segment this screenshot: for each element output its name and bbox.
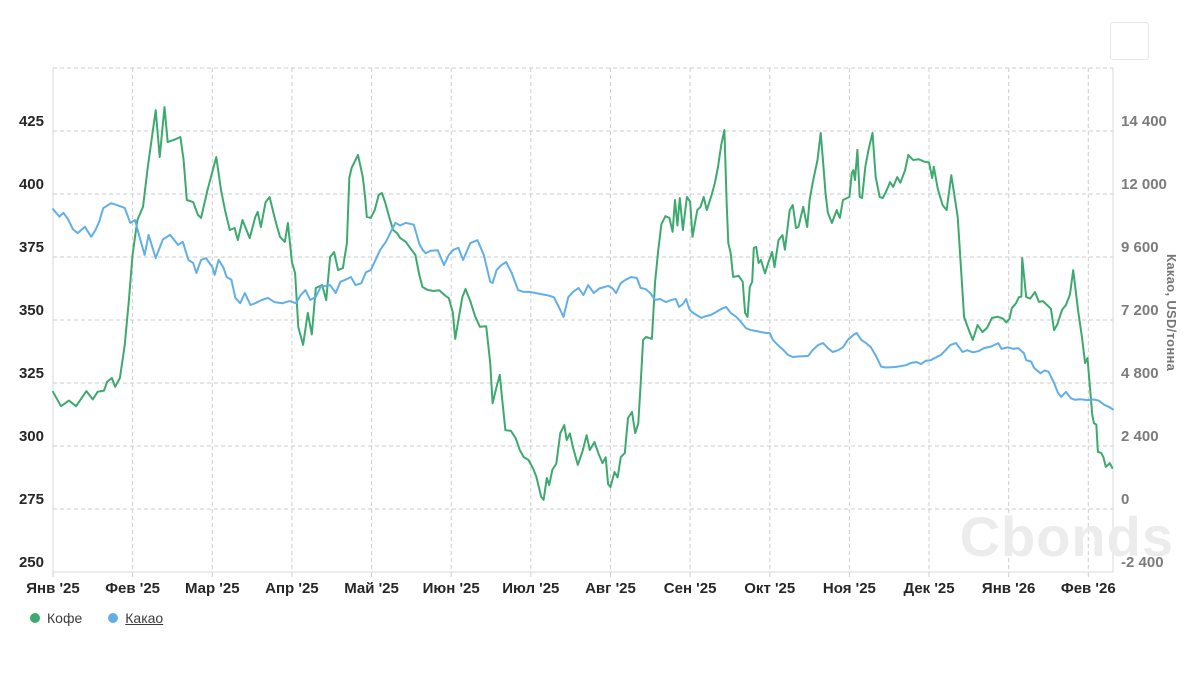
x-axis-tick-label: Ноя '25 bbox=[822, 580, 876, 597]
x-axis-tick-label: Июл '25 bbox=[502, 580, 560, 597]
chart-menu-button[interactable] bbox=[1110, 22, 1149, 60]
right-axis-tick-label: 12 000 bbox=[1121, 176, 1167, 193]
legend-dot-icon bbox=[30, 613, 40, 623]
x-axis-tick-label: Мар '25 bbox=[184, 580, 240, 597]
legend-label: Какао bbox=[125, 610, 164, 626]
left-axis-tick-label: 325 bbox=[18, 365, 44, 382]
left-axis-tick-label: 250 bbox=[18, 554, 44, 571]
x-axis-tick-label: Апр '25 bbox=[265, 580, 319, 597]
left-axis-tick-label: 350 bbox=[18, 302, 44, 319]
cbonds-watermark: Cbonds bbox=[959, 505, 1174, 568]
x-axis-tick-label: Сен '25 bbox=[663, 580, 717, 597]
right-axis-tick-label: 0 bbox=[1121, 491, 1130, 508]
legend-label: Кофе bbox=[47, 610, 83, 626]
right-axis-tick-label: -2 400 bbox=[1121, 554, 1164, 571]
right-axis-tick-label: 4 800 bbox=[1121, 365, 1159, 382]
x-axis-tick-label: Май '25 bbox=[344, 580, 399, 597]
series-line-Кофе[interactable] bbox=[52, 106, 1114, 501]
x-axis-tick-label: Янв '26 bbox=[981, 580, 1036, 597]
legend-item-Какао[interactable]: Какао bbox=[108, 610, 163, 626]
legend: Кофе Какао bbox=[30, 610, 163, 626]
x-axis-tick-label: Фев '26 bbox=[1060, 580, 1116, 597]
left-axis-tick-label: 425 bbox=[18, 113, 44, 130]
x-axis-tick-label: Фев '25 bbox=[105, 580, 161, 597]
left-axis-tick-label: 400 bbox=[18, 176, 44, 193]
legend-item-Кофе[interactable]: Кофе bbox=[30, 610, 82, 626]
legend-dot-icon bbox=[108, 613, 119, 623]
right-axis-tick-label: 9 600 bbox=[1121, 239, 1159, 256]
left-axis-tick-label: 300 bbox=[18, 428, 44, 445]
x-axis-tick-label: Окт '25 bbox=[744, 580, 796, 597]
right-axis-tick-label: 7 200 bbox=[1121, 302, 1159, 319]
left-axis-tick-label: 275 bbox=[18, 491, 44, 508]
right-axis-title: Какао, USD/тонна bbox=[1164, 254, 1179, 372]
left-axis-tick-label: 375 bbox=[18, 239, 44, 256]
x-axis-tick-label: Янв '25 bbox=[26, 580, 80, 597]
right-axis-tick-label: 14 400 bbox=[1121, 113, 1167, 130]
x-axis-tick-label: Июн '25 bbox=[422, 580, 480, 597]
x-axis-tick-label: Дек '25 bbox=[903, 580, 955, 597]
x-axis-tick-label: Авг '25 bbox=[585, 580, 636, 597]
series-line-Какао[interactable] bbox=[52, 202, 1114, 411]
right-axis-tick-label: 2 400 bbox=[1121, 428, 1159, 445]
